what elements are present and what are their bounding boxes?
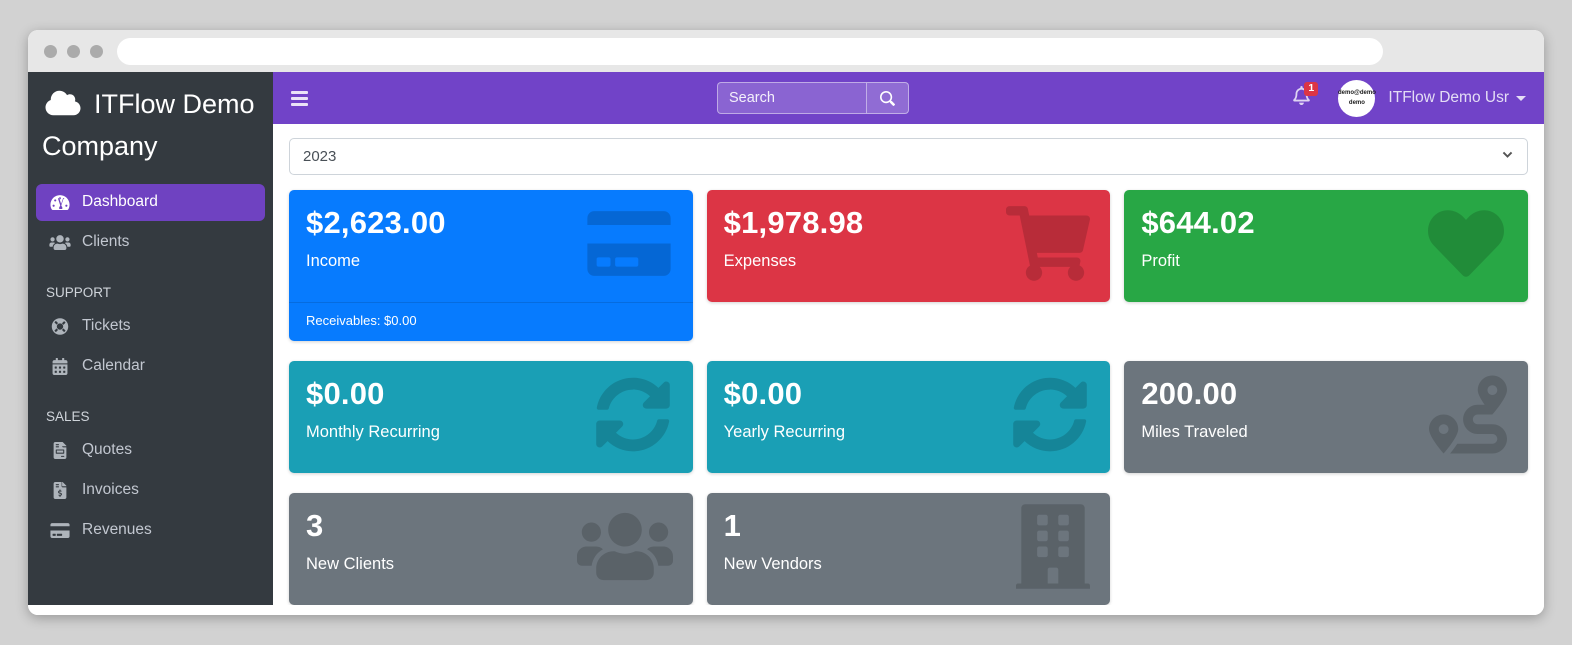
income-receivables: Receivables: $0.00	[289, 302, 693, 341]
sync-icon	[1010, 377, 1090, 458]
user-name-label: ITFlow Demo Usr	[1388, 89, 1509, 106]
sidebar-item-calendar[interactable]: Calendar	[36, 348, 265, 385]
user-menu[interactable]: ITFlow Demo Usr	[1388, 89, 1526, 107]
notifications-button[interactable]: 1	[1292, 82, 1319, 110]
new-clients-value: 3	[306, 508, 324, 543]
building-icon	[1016, 504, 1090, 595]
shopping-cart-icon	[1006, 206, 1090, 287]
sidebar-item-label: Tickets	[82, 317, 131, 335]
search-input[interactable]	[717, 82, 866, 114]
profit-value: $644.02	[1141, 205, 1255, 240]
navbar-right: 1 demo@demo demo ITFlow Demo Usr	[1292, 79, 1526, 117]
life-ring-icon	[46, 318, 74, 335]
monthly-recurring-card[interactable]: $0.00 Monthly Recurring	[289, 361, 693, 473]
sidebar-section-support: SUPPORT	[46, 284, 112, 300]
dashboard-content: 2023 $2,623.00 Income Receivables: $0.00	[273, 124, 1544, 605]
browser-chrome	[28, 30, 1544, 72]
avatar-text-line2: demo	[1348, 100, 1365, 106]
chevron-down-icon	[1501, 148, 1514, 165]
miles-traveled-card[interactable]: 200.00 Miles Traveled	[1124, 361, 1528, 473]
profit-label: Profit	[1141, 252, 1180, 270]
credit-card-icon	[585, 207, 673, 286]
new-vendors-card[interactable]: 1 New Vendors	[706, 493, 1111, 605]
sidebar-item-tickets[interactable]: Tickets	[36, 308, 265, 345]
income-card[interactable]: $2,623.00 Income Receivables: $0.00	[289, 190, 693, 341]
monthly-recurring-value: $0.00	[306, 376, 385, 411]
file-invoice-dollar-icon	[46, 482, 74, 499]
brand-label: ITFlow Demo Company	[42, 89, 255, 162]
miles-traveled-label: Miles Traveled	[1141, 423, 1248, 441]
sidebar: ITFlow Demo Company Dashboard Clients SU…	[28, 72, 273, 605]
expenses-label: Expenses	[723, 252, 797, 270]
users-icon	[577, 508, 673, 591]
top-navbar: 1 demo@demo demo ITFlow Demo Usr	[273, 72, 1544, 124]
heart-icon	[1424, 206, 1508, 287]
cloud-icon	[42, 89, 84, 127]
avatar[interactable]: demo@demo demo	[1338, 79, 1376, 117]
search-group	[717, 82, 909, 114]
profit-card[interactable]: $644.02 Profit	[1124, 190, 1528, 302]
url-bar[interactable]	[117, 37, 1383, 65]
new-vendors-label: New Vendors	[723, 555, 822, 573]
new-clients-label: New Clients	[306, 555, 395, 573]
miles-traveled-value: 200.00	[1141, 376, 1238, 411]
sidebar-item-revenues[interactable]: Revenues	[36, 512, 265, 549]
file-invoice-icon	[46, 442, 74, 459]
sidebar-item-label: Revenues	[82, 521, 152, 539]
caret-down-icon	[1516, 95, 1526, 101]
window-control-dot[interactable]	[44, 44, 57, 58]
sidebar-item-label: Clients	[82, 233, 130, 251]
tachometer-icon	[46, 194, 74, 211]
app-root: ITFlow Demo Company Dashboard Clients SU…	[28, 72, 1544, 615]
notification-badge: 1	[1304, 82, 1319, 96]
sidebar-item-dashboard[interactable]: Dashboard	[36, 183, 265, 221]
users-icon	[46, 234, 74, 251]
sidebar-item-label: Dashboard	[82, 193, 158, 211]
sidebar-item-invoices[interactable]: Invoices	[36, 472, 265, 509]
window-controls[interactable]	[44, 44, 103, 58]
yearly-recurring-value: $0.00	[723, 376, 803, 411]
menu-toggle-button[interactable]	[291, 90, 308, 106]
brand[interactable]: ITFlow Demo Company	[28, 72, 273, 174]
income-value: $2,623.00	[306, 205, 446, 240]
year-select-value: 2023	[303, 148, 337, 165]
sidebar-section-sales: SALES	[46, 408, 90, 424]
sidebar-item-quotes[interactable]: Quotes	[36, 432, 265, 469]
sync-icon	[593, 377, 673, 458]
expenses-card[interactable]: $1,978.98 Expenses	[706, 190, 1111, 302]
sidebar-nav: Dashboard Clients SUPPORT Tickets Calend…	[28, 174, 273, 562]
window-control-dot[interactable]	[67, 44, 80, 58]
new-clients-card[interactable]: 3 New Clients	[289, 493, 693, 605]
route-icon	[1428, 376, 1508, 459]
sidebar-item-label: Invoices	[82, 481, 139, 499]
window-control-dot[interactable]	[90, 44, 103, 58]
sidebar-item-label: Quotes	[82, 441, 132, 459]
yearly-recurring-card[interactable]: $0.00 Yearly Recurring	[706, 361, 1111, 473]
new-vendors-value: 1	[723, 508, 742, 543]
monthly-recurring-label: Monthly Recurring	[306, 423, 440, 441]
sidebar-item-clients[interactable]: Clients	[36, 224, 265, 261]
avatar-text-line1: demo@demo	[1338, 89, 1376, 96]
yearly-recurring-label: Yearly Recurring	[723, 423, 846, 441]
credit-card-icon	[46, 522, 74, 539]
stat-cards-grid: $2,623.00 Income Receivables: $0.00 $1,9…	[289, 190, 1528, 605]
calendar-icon	[46, 358, 74, 375]
year-select[interactable]: 2023	[289, 138, 1528, 175]
sidebar-item-label: Calendar	[82, 357, 145, 375]
main-area: 1 demo@demo demo ITFlow Demo Usr 2023	[273, 72, 1544, 605]
expenses-value: $1,978.98	[723, 205, 864, 240]
income-label: Income	[306, 252, 361, 270]
search-button[interactable]	[866, 82, 909, 114]
search-icon	[880, 91, 895, 106]
browser-window: ITFlow Demo Company Dashboard Clients SU…	[28, 30, 1544, 615]
